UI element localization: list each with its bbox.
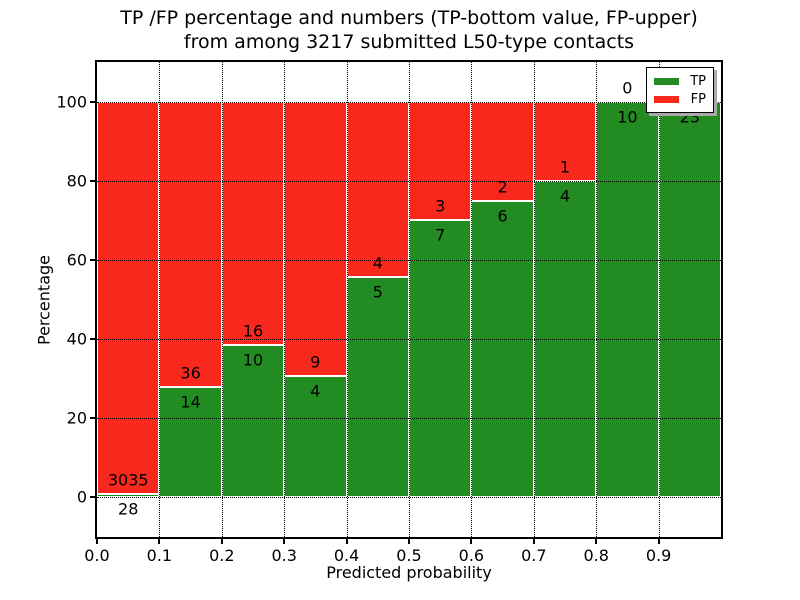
y-tick <box>90 258 95 261</box>
fp-count-label: 9 <box>310 352 321 372</box>
fp-count-label: 36 <box>180 363 201 383</box>
chart-title-line2: from among 3217 submitted L50-type conta… <box>183 31 635 53</box>
x-tick <box>532 539 535 544</box>
legend-item-tp: TP <box>654 74 706 88</box>
fp-count-label: 1 <box>559 157 571 177</box>
y-axis-label: Percentage <box>34 254 54 346</box>
tp-swatch-icon <box>654 77 679 85</box>
y-tick <box>90 100 95 103</box>
tp-bar-segment <box>97 493 160 498</box>
v-gridline <box>284 62 286 537</box>
x-tick-label: 0.6 <box>458 546 485 565</box>
fp-bar-segment <box>221 101 285 346</box>
y-tick <box>90 496 95 499</box>
fp-count-label: 16 <box>242 321 264 341</box>
fp-bar-segment <box>284 101 347 376</box>
y-tick <box>90 417 95 420</box>
fp-count-label: 3 <box>435 196 446 216</box>
y-tick-label: 0 <box>76 487 87 507</box>
tp-count-label: 10 <box>617 107 638 127</box>
y-tick <box>90 179 95 182</box>
legend-item-fp: FP <box>654 92 706 106</box>
fp-count-label: 0 <box>622 78 633 98</box>
v-gridline <box>596 62 598 537</box>
x-tick <box>96 539 98 544</box>
x-tick <box>595 539 598 544</box>
tp-count-label: 28 <box>118 499 139 519</box>
legend-label-fp: FP <box>690 91 706 107</box>
tp-count-label: 4 <box>310 381 321 401</box>
fp-bar-segment <box>346 101 409 278</box>
y-tick <box>90 338 95 341</box>
tp-count-label: 10 <box>242 350 264 370</box>
x-tick <box>470 539 473 544</box>
x-tick <box>657 539 660 544</box>
chart-title: TP /FP percentage and numbers (TP-bottom… <box>97 6 721 54</box>
x-tick-label: 0.1 <box>146 546 173 565</box>
x-tick-label: 0.0 <box>84 546 110 565</box>
x-tick <box>220 539 223 544</box>
v-gridline <box>159 62 161 537</box>
tp-count-label: 4 <box>559 186 571 206</box>
x-tick-label: 0.9 <box>645 546 672 565</box>
tp-bar-segment <box>596 101 659 498</box>
tp-bar-segment <box>159 386 222 498</box>
x-tick <box>158 539 161 544</box>
tp-count-label: 6 <box>497 206 508 226</box>
x-tick <box>345 539 348 544</box>
v-gridline <box>346 62 348 537</box>
fp-swatch-icon <box>654 95 679 103</box>
fp-bar-segment <box>471 101 534 201</box>
tp-count-label: 14 <box>180 392 201 412</box>
y-tick-label: 40 <box>66 329 87 349</box>
fp-bar-segment <box>533 101 597 181</box>
x-tick-label: 0.3 <box>271 546 297 565</box>
fp-count-label: 3035 <box>107 470 149 490</box>
fp-bar-segment <box>97 101 160 494</box>
x-tick <box>408 539 410 544</box>
fp-count-label: 4 <box>372 253 383 273</box>
tp-bar-segment <box>409 220 472 498</box>
v-gridline <box>221 62 223 537</box>
legend: TP FP <box>646 67 714 113</box>
fp-bar-segment <box>159 101 222 387</box>
y-tick-label: 100 <box>56 92 87 112</box>
tp-bar-segment <box>658 101 721 498</box>
v-gridline <box>409 62 410 537</box>
x-tick-label: 0.7 <box>521 546 547 565</box>
v-gridline <box>658 62 660 537</box>
x-axis-label: Predicted probability <box>326 563 492 582</box>
v-gridline <box>533 62 535 537</box>
fp-count-label: 2 <box>497 177 508 197</box>
y-tick-label: 80 <box>66 171 87 191</box>
x-tick <box>283 539 286 544</box>
plot-area: 303528361416109445372614010023 <box>97 62 721 537</box>
v-gridline <box>471 62 473 537</box>
tp-bar-segment <box>346 277 409 498</box>
y-tick-label: 60 <box>66 250 87 270</box>
tp-count-label: 5 <box>372 282 383 302</box>
tp-count-label: 7 <box>435 225 446 245</box>
x-tick-label: 0.4 <box>333 546 360 565</box>
chart-title-line1: TP /FP percentage and numbers (TP-bottom… <box>120 7 698 29</box>
x-tick-label: 0.8 <box>583 546 609 565</box>
x-tick-label: 0.5 <box>396 546 422 565</box>
tp-bar-segment <box>471 200 534 498</box>
y-tick-label: 20 <box>66 408 87 428</box>
legend-label-tp: TP <box>690 73 706 89</box>
x-tick-label: 0.2 <box>209 546 235 565</box>
